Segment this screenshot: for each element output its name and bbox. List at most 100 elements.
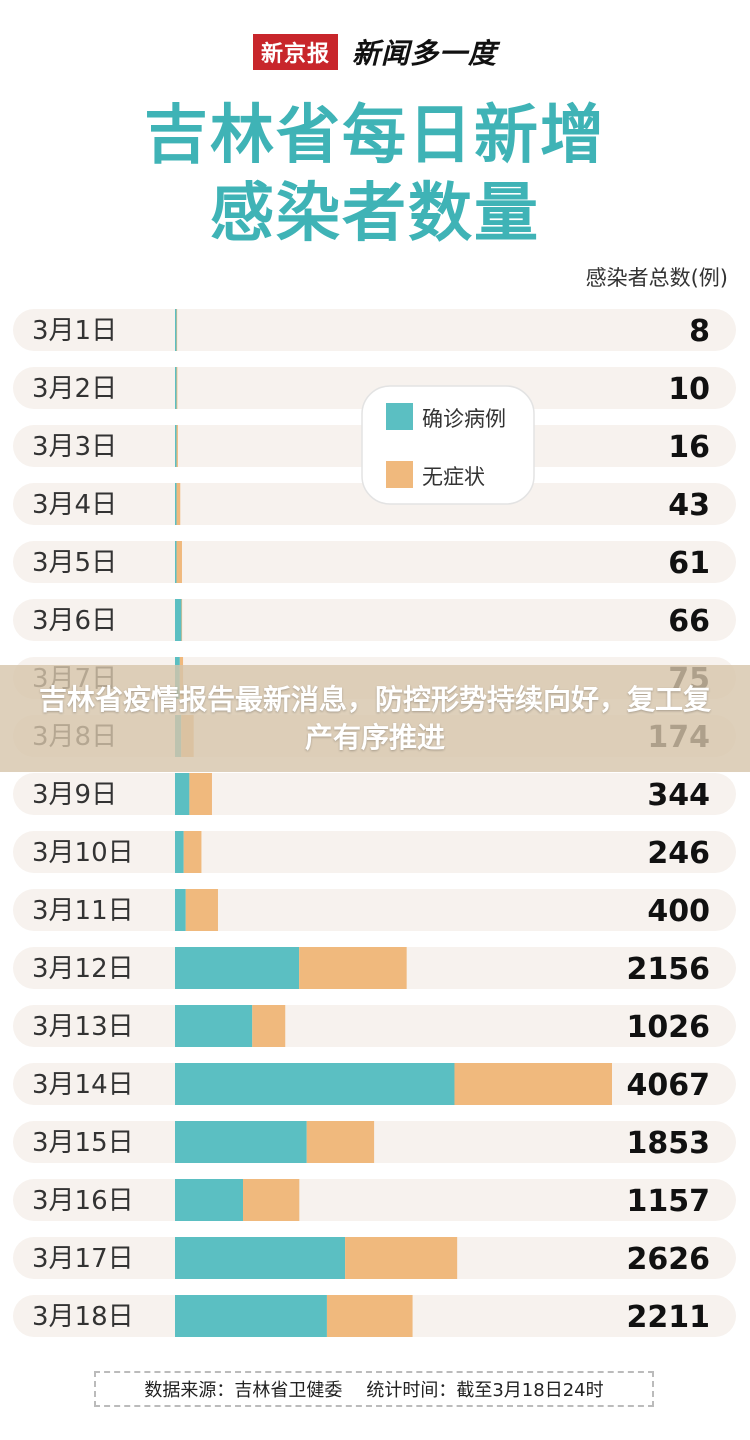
- bar-confirmed: [175, 367, 177, 409]
- category-label: 3月9日: [32, 780, 117, 810]
- bar-confirmed: [175, 599, 182, 641]
- total-value-label: 8: [689, 314, 710, 349]
- bar-asymptomatic: [176, 367, 178, 409]
- bar-asymptomatic: [243, 1179, 300, 1221]
- total-value-label: 4067: [627, 1068, 711, 1103]
- total-value-label: 246: [647, 836, 710, 871]
- bar-confirmed: [175, 309, 177, 351]
- bar-asymptomatic: [189, 773, 212, 815]
- category-label: 3月1日: [32, 316, 117, 346]
- row-background: [13, 599, 736, 641]
- bar-asymptomatic: [326, 1295, 413, 1337]
- category-label: 3月2日: [32, 374, 117, 404]
- brand-header: 新京报 新闻多一度: [0, 32, 750, 72]
- bar-asymptomatic: [176, 483, 181, 525]
- bar-asymptomatic: [183, 831, 202, 873]
- total-value-label: 1853: [627, 1126, 711, 1161]
- chart-row: 3月4日 43: [13, 483, 736, 525]
- total-value-label: 61: [668, 546, 710, 581]
- total-value-label: 400: [647, 894, 710, 929]
- category-label: 3月4日: [32, 490, 117, 520]
- bar-confirmed: [175, 1237, 346, 1279]
- category-label: 3月5日: [32, 548, 117, 578]
- chart-row: 3月9日 344: [13, 773, 736, 815]
- bar-confirmed: [175, 947, 300, 989]
- bar-confirmed: [175, 1121, 307, 1163]
- category-label: 3月6日: [32, 606, 117, 636]
- chart-title-line2: 感染者数量: [210, 177, 540, 251]
- bar-asymptomatic: [176, 309, 178, 351]
- footer-source-box: 数据来源：吉林省卫健委 统计时间：截至3月18日24时: [94, 1371, 654, 1407]
- row-background: [13, 483, 736, 525]
- category-label: 3月11日: [32, 896, 134, 926]
- total-value-label: 16: [668, 430, 710, 465]
- category-label: 3月14日: [32, 1070, 134, 1100]
- bar-asymptomatic: [185, 889, 218, 931]
- legend-label-asymptomatic: 无症状: [422, 465, 485, 489]
- footer-stat-time: 统计时间：截至3月18日24时: [366, 1380, 604, 1401]
- chart-row: 3月1日 8: [13, 309, 736, 351]
- legend-swatch-confirmed: [386, 403, 413, 430]
- total-value-label: 2626: [627, 1242, 711, 1277]
- total-value-label: 1026: [627, 1010, 711, 1045]
- total-value-label: 2211: [627, 1300, 711, 1335]
- chart-title-line1: 吉林省每日新增: [144, 99, 606, 173]
- chart-row: 3月15日 1853: [13, 1121, 736, 1163]
- chart-row: 3月2日 10: [13, 367, 736, 409]
- chart-row: 3月16日 1157: [13, 1179, 736, 1221]
- row-background: [13, 309, 736, 351]
- total-value-label: 43: [668, 488, 710, 523]
- footer-source: 数据来源：吉林省卫健委: [144, 1380, 343, 1401]
- brand-slogan: 新闻多一度: [352, 37, 498, 70]
- headline-overlay: 吉林省疫情报告最新消息，防控形势持续向好，复工复产有序推进: [0, 665, 750, 772]
- row-background: [13, 367, 736, 409]
- chart-row: 3月17日 2626: [13, 1237, 736, 1279]
- headline-text: 吉林省疫情报告最新消息，防控形势持续向好，复工复产有序推进: [38, 682, 711, 754]
- bar-confirmed: [175, 1005, 253, 1047]
- chart-row: 3月12日 2156: [13, 947, 736, 989]
- bar-confirmed: [175, 1295, 327, 1337]
- total-value-label: 344: [647, 778, 710, 813]
- bar-confirmed: [175, 773, 190, 815]
- total-value-label: 2156: [627, 952, 711, 987]
- total-value-label: 1157: [627, 1184, 711, 1219]
- chart-row: 3月5日 61: [13, 541, 736, 583]
- row-background: [13, 541, 736, 583]
- category-label: 3月17日: [32, 1244, 134, 1274]
- bar-asymptomatic: [176, 425, 178, 467]
- bar-confirmed: [175, 889, 186, 931]
- bar-asymptomatic: [181, 599, 183, 641]
- bar-confirmed: [175, 1179, 244, 1221]
- bar-confirmed: [175, 831, 184, 873]
- bar-confirmed: [175, 425, 177, 467]
- bar-asymptomatic: [306, 1121, 375, 1163]
- chart-row: 3月14日 4067: [13, 1063, 736, 1105]
- category-label: 3月3日: [32, 432, 117, 462]
- axis-unit-label: 感染者总数(例): [585, 266, 728, 290]
- bar-asymptomatic: [299, 947, 407, 989]
- legend-swatch-asymptomatic: [386, 461, 413, 488]
- category-label: 3月12日: [32, 954, 134, 984]
- bar-confirmed: [175, 483, 177, 525]
- bar-asymptomatic: [345, 1237, 458, 1279]
- total-value-label: 66: [668, 604, 710, 639]
- bar-asymptomatic: [454, 1063, 612, 1105]
- category-label: 3月16日: [32, 1186, 134, 1216]
- category-label: 3月10日: [32, 838, 134, 868]
- bar-asymptomatic: [252, 1005, 286, 1047]
- chart-row: 3月11日 400: [13, 889, 736, 931]
- category-label: 3月15日: [32, 1128, 134, 1158]
- category-label: 3月18日: [32, 1302, 134, 1332]
- chart-row: 3月18日 2211: [13, 1295, 736, 1337]
- chart-row: 3月10日 246: [13, 831, 736, 873]
- bar-confirmed: [175, 541, 177, 583]
- bar-asymptomatic: [176, 541, 182, 583]
- legend-label-confirmed: 确诊病例: [422, 407, 506, 431]
- category-label: 3月13日: [32, 1012, 134, 1042]
- chart-row: 3月13日 1026: [13, 1005, 736, 1047]
- total-value-label: 10: [668, 372, 710, 407]
- row-background: [13, 773, 736, 815]
- brand-logo: 新京报: [252, 34, 338, 70]
- legend: 确诊病例 无症状: [361, 385, 535, 505]
